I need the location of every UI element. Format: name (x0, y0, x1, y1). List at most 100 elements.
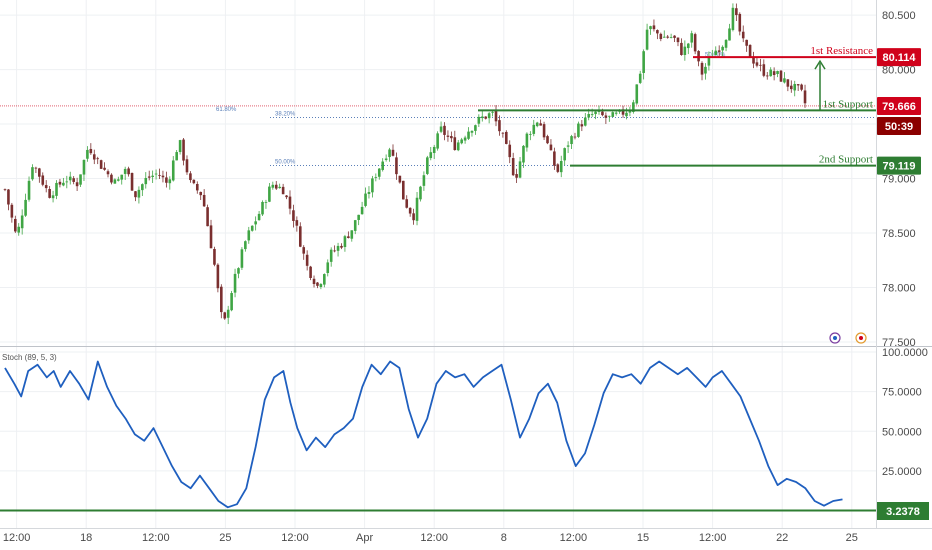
candle-body (295, 220, 299, 226)
candle-body (58, 181, 62, 185)
candle (82, 159, 86, 182)
candle (714, 46, 718, 56)
candle-body (257, 213, 261, 221)
candle (7, 188, 10, 211)
candle-body (165, 177, 168, 183)
candle (168, 176, 172, 190)
candle (220, 284, 223, 319)
candle-body (559, 161, 563, 173)
candle-body (237, 268, 240, 274)
candle-body (518, 161, 522, 178)
candle-body (110, 174, 113, 183)
candle-body (223, 312, 227, 319)
candle-body (614, 112, 618, 114)
candle (178, 139, 182, 155)
candle-body (175, 152, 178, 161)
support-1-label: 1st Support (823, 98, 873, 110)
candle-body (96, 158, 100, 160)
candle-body (549, 144, 553, 151)
candle (439, 121, 443, 134)
candle (240, 247, 244, 270)
candle-body (168, 179, 172, 184)
candle-body (553, 151, 556, 166)
candle-body (123, 168, 127, 174)
gear-icon-dot (859, 336, 863, 340)
candle-body (199, 191, 203, 196)
candle (268, 183, 271, 203)
candle (779, 70, 783, 83)
candle-body (714, 50, 718, 55)
toolbar-icons[interactable] (829, 332, 867, 344)
candle (426, 155, 429, 176)
candle-body (79, 174, 82, 185)
candle (20, 209, 24, 235)
candle (700, 61, 704, 81)
candle-body (274, 184, 278, 189)
candle-body (151, 175, 154, 178)
candle-body (185, 159, 189, 173)
candle-body (41, 175, 45, 185)
candle (216, 263, 220, 293)
candle-body (20, 215, 24, 229)
candle-body (309, 266, 312, 278)
y-tick-label: 78.500 (882, 228, 916, 240)
candle (38, 167, 41, 183)
candle-body (580, 124, 584, 127)
candle-body (432, 146, 436, 154)
candle-body (501, 132, 505, 134)
candle-body (360, 206, 364, 215)
candle (117, 176, 120, 182)
gear-icon[interactable] (855, 332, 867, 344)
candle-body (401, 180, 405, 200)
candle-body (55, 182, 58, 196)
candle (638, 70, 642, 85)
candle-body (240, 249, 244, 268)
candle-body (498, 120, 501, 132)
candle (573, 132, 577, 140)
fib-level-label: 50.00% (275, 159, 296, 165)
candle (556, 163, 560, 174)
candle (158, 168, 161, 179)
candle (302, 245, 306, 260)
candle-body (62, 182, 65, 186)
candle (388, 147, 391, 162)
candle (230, 290, 233, 312)
candle-body (292, 210, 295, 221)
candle (312, 275, 316, 288)
candle (34, 166, 38, 173)
flag-icon[interactable] (829, 332, 841, 344)
candle (292, 204, 295, 228)
candle-body (44, 185, 48, 189)
candle-body (556, 164, 560, 172)
candle-body (72, 178, 75, 182)
candle (450, 131, 453, 143)
candle (446, 130, 450, 142)
candle (673, 35, 676, 43)
candle (123, 166, 127, 181)
candle-body (480, 116, 484, 119)
candle-body (728, 28, 731, 41)
candle-body (686, 43, 690, 49)
candle-body (467, 131, 470, 139)
candle (350, 230, 354, 242)
candle-body (319, 284, 323, 288)
candle (501, 132, 505, 138)
candle (364, 187, 367, 208)
candle (316, 281, 319, 289)
candle (271, 181, 275, 190)
candle-body (408, 207, 412, 214)
candle (134, 191, 137, 202)
candle-body (748, 44, 752, 58)
candle (443, 122, 446, 141)
candle (185, 155, 189, 175)
candle-body (117, 179, 120, 181)
candle (707, 51, 711, 71)
candle-body (10, 204, 14, 218)
candle-body (377, 168, 381, 177)
candle (381, 158, 384, 172)
candle (549, 139, 553, 151)
candle (456, 139, 460, 152)
candle-body (721, 46, 724, 51)
candle-body (638, 73, 642, 83)
